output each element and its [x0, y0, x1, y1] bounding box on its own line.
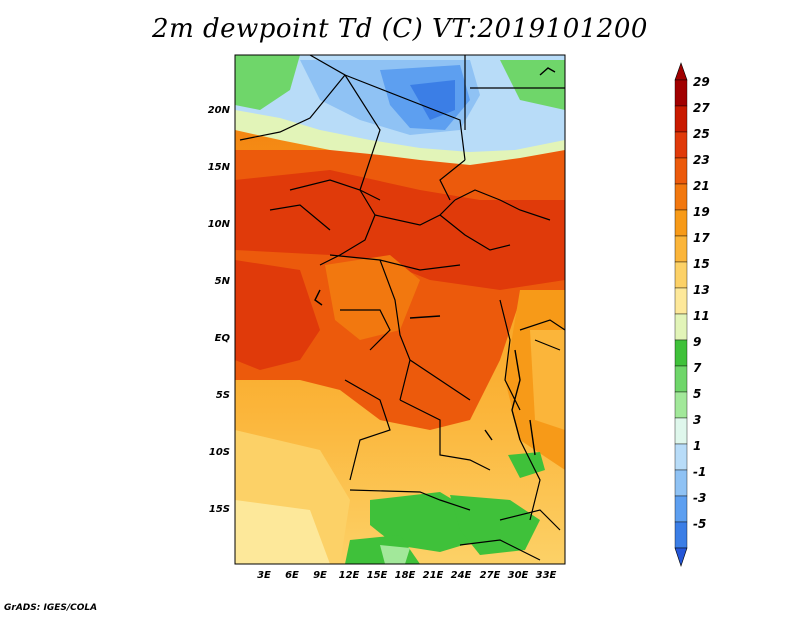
lon-axis: 3E 6E 9E 12E 15E 18E 21E 24E 27E 30E 33E — [257, 570, 556, 581]
colorbar-segment — [674, 443, 688, 471]
lat-label: EQ — [215, 333, 231, 344]
colorbar-segment — [674, 469, 688, 497]
lon-label: 15E — [367, 570, 388, 581]
field-east-highlands-2 — [530, 330, 565, 430]
field-light-green-patch — [380, 545, 410, 564]
colorbar-segment — [674, 313, 688, 341]
field-coastal-humid — [235, 260, 320, 370]
colorbar-segment — [674, 157, 688, 185]
colorbar-label: 9 — [693, 335, 701, 349]
field-humid-core — [235, 170, 565, 290]
colorbar-label: -1 — [693, 465, 706, 479]
colorbar-segment — [674, 235, 688, 263]
field-sahara-core — [410, 80, 455, 120]
colorbar-segment — [674, 79, 688, 107]
colorbar-segment — [674, 417, 688, 445]
field-nw-green — [235, 55, 300, 110]
colorbar-segment — [674, 521, 688, 549]
colorbar-segment — [674, 495, 688, 523]
lon-label: 9E — [313, 570, 327, 581]
lat-label: 5N — [215, 276, 231, 287]
credit-text: GrADS: IGES/COLA — [4, 603, 98, 613]
lon-label: 12E — [339, 570, 360, 581]
colorbar-label: 7 — [693, 361, 702, 375]
colorbar-bottom-arrow — [674, 547, 688, 567]
country-borders — [239, 55, 565, 561]
lon-label: 21E — [423, 570, 444, 581]
field-basin — [325, 255, 420, 340]
lon-label: 18E — [395, 570, 416, 581]
field-south-dryer — [235, 500, 330, 564]
colorbar-label: 1 — [693, 439, 701, 453]
lon-label: 33E — [536, 570, 557, 581]
colorbar-label: 21 — [693, 179, 710, 193]
colorbar-segment — [674, 261, 688, 289]
lake-outlines — [314, 67, 556, 456]
colorbar-label: -3 — [693, 491, 706, 505]
dewpoint-field — [235, 55, 565, 564]
colorbar-segment — [674, 131, 688, 159]
field-green-patch-2 — [450, 495, 540, 555]
colorbar-segment — [674, 365, 688, 393]
colorbar-label: 19 — [693, 205, 710, 219]
colorbar-label: 27 — [693, 101, 710, 115]
colorbar-segment — [674, 391, 688, 419]
lat-label: 20N — [208, 105, 231, 116]
colorbar-label: 5 — [693, 387, 701, 401]
map-title: 2m dewpoint Td (C) VT:2019101200 — [152, 14, 648, 44]
lat-label: 5S — [216, 390, 230, 401]
lat-label: 15S — [209, 504, 230, 515]
colorbar-segment — [674, 287, 688, 315]
lon-label: 27E — [480, 570, 501, 581]
colorbar-segment — [674, 183, 688, 211]
lon-label: 24E — [451, 570, 472, 581]
colorbar-label: 29 — [693, 75, 710, 89]
colorbar-label: 13 — [693, 283, 710, 297]
colorbar-label: 15 — [693, 257, 710, 271]
colorbar-segment — [674, 105, 688, 133]
colorbar-segment — [674, 339, 688, 367]
colorbar-label: 3 — [693, 413, 701, 427]
colorbar-label: 25 — [693, 127, 710, 141]
lat-label: 10N — [208, 219, 231, 230]
colorbar: 29 27 25 23 21 19 17 15 13 11 9 7 5 3 1 -1 -3 -5 — [674, 62, 710, 567]
colorbar-top-arrow — [674, 62, 688, 81]
lat-label: 10S — [209, 447, 230, 458]
map-frame — [234, 54, 566, 565]
field-ne-green — [500, 60, 565, 110]
lon-label: 6E — [285, 570, 299, 581]
lon-label: 3E — [257, 570, 271, 581]
colorbar-segment — [674, 209, 688, 237]
colorbar-label: 11 — [693, 309, 710, 323]
colorbar-label: 23 — [693, 153, 710, 167]
colorbar-label: -5 — [693, 517, 706, 531]
lat-axis: 20N 15N 10N 5N EQ 5S 10S 15S — [208, 105, 231, 515]
lat-label: 15N — [208, 162, 231, 173]
lon-label: 30E — [508, 570, 529, 581]
colorbar-label: 17 — [693, 231, 710, 245]
